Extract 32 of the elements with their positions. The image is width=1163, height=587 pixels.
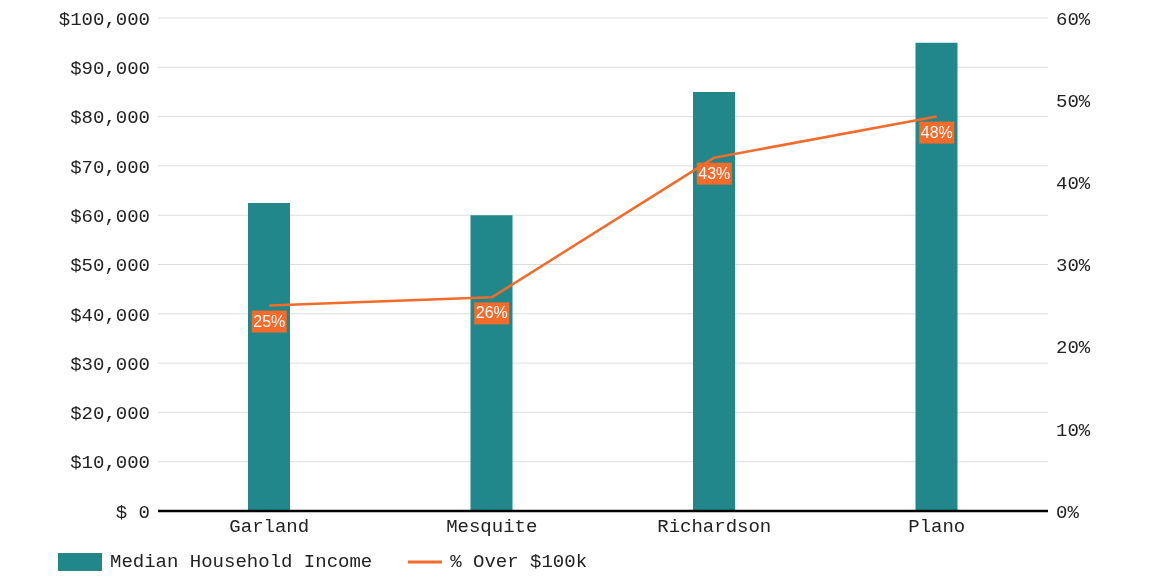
data-label: 25% [253, 312, 286, 330]
legend-label: Median Household Income [110, 551, 373, 573]
bar [248, 202, 290, 511]
x-tick-label: Garland [229, 516, 310, 539]
x-tick-label: Plano [908, 516, 966, 539]
y-tick-label: $100,000 [58, 8, 150, 31]
bar [693, 91, 735, 511]
y-tick-label: $60,000 [70, 205, 150, 228]
y-tick-label: $20,000 [70, 403, 150, 426]
y-tick-label: $70,000 [70, 156, 150, 179]
y2-tick-label: 0% [1056, 501, 1080, 524]
data-label: 26% [475, 304, 508, 322]
y2-tick-label: 60% [1056, 8, 1091, 31]
bar [470, 215, 513, 511]
y2-tick-label: 10% [1056, 419, 1091, 442]
y2-tick-label: 30% [1056, 255, 1091, 278]
y-tick-label: $80,000 [70, 107, 150, 130]
y-tick-label: $ 0 [115, 501, 150, 524]
y-tick-label: $90,000 [70, 58, 150, 81]
y-tick-label: $50,000 [70, 255, 150, 278]
y-tick-label: $40,000 [70, 304, 150, 327]
y2-tick-label: 40% [1056, 173, 1091, 196]
data-label: 43% [698, 164, 731, 182]
y-tick-label: $30,000 [70, 353, 150, 376]
legend-label: % Over $100k [450, 551, 588, 573]
y2-tick-label: 20% [1056, 337, 1091, 360]
data-label: 48% [920, 123, 953, 141]
x-tick-label: Richardson [657, 516, 772, 539]
y2-tick-label: 50% [1056, 90, 1091, 113]
bar [915, 42, 958, 511]
x-tick-label: Mesquite [446, 516, 538, 539]
y-tick-label: $10,000 [70, 452, 150, 475]
